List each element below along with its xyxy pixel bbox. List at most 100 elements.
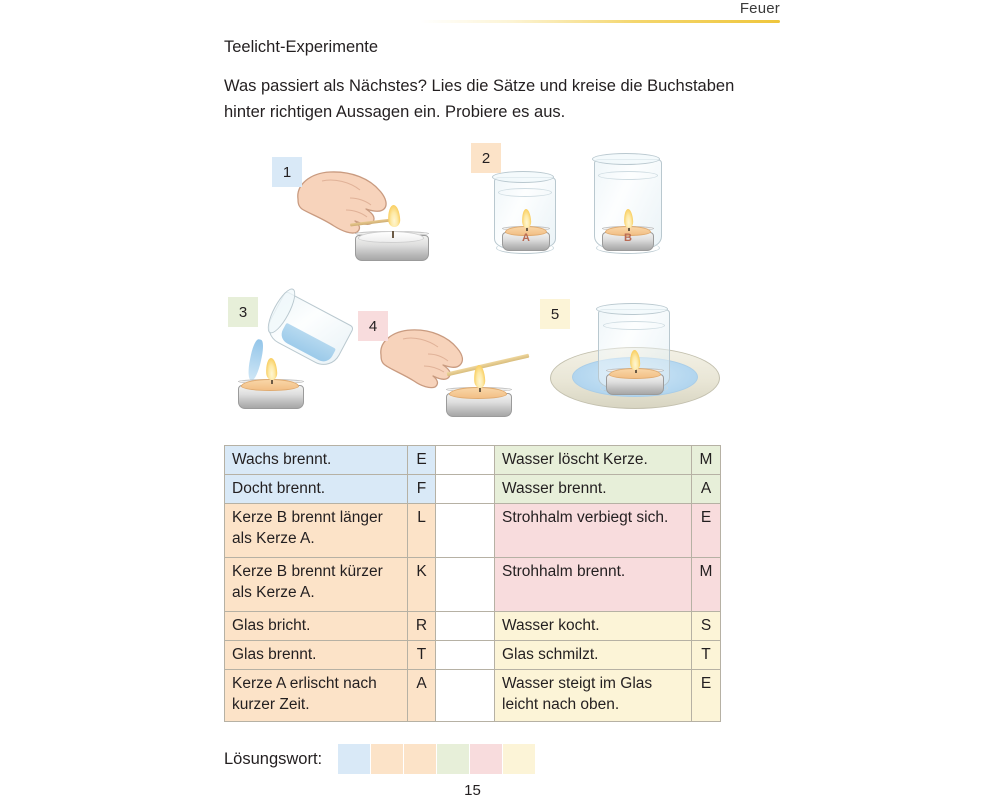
tealight-3-wax (241, 379, 299, 391)
statement-right[interactable]: Strohhalm brennt. (494, 557, 692, 613)
figure-5: 5 (540, 299, 730, 419)
letter-left[interactable]: F (407, 474, 436, 505)
worksheet-title: Teelicht-Experimente (224, 38, 379, 56)
chapter-title: Feuer (739, 0, 780, 17)
figure-5-number: 5 (550, 305, 560, 323)
figure-4-badge: 4 (358, 311, 388, 341)
statement-right[interactable]: Strohhalm verbiegt sich. (494, 503, 692, 559)
tealight-wick (392, 231, 394, 238)
tealight-4-wick (479, 385, 481, 392)
tealight-3 (238, 357, 304, 409)
gap-cell (435, 611, 495, 642)
glass-b-base-ellipse (592, 153, 661, 165)
tealight-a: A (502, 208, 550, 251)
tealight-3-flame (265, 357, 278, 381)
figure-5-badge: 5 (540, 299, 570, 329)
letter-left[interactable]: R (407, 611, 436, 642)
tealight-wax (358, 231, 424, 243)
letter-left[interactable]: K (407, 557, 436, 613)
tealight-b-wick (628, 225, 630, 231)
statement-right[interactable]: Wasser kocht. (494, 611, 692, 642)
solution-box[interactable] (503, 744, 536, 774)
figure-1-number: 1 (282, 163, 292, 181)
letter-left[interactable]: T (407, 640, 436, 671)
statement-left[interactable]: Kerze A erlischt nach kurzer Zeit. (224, 669, 408, 723)
solution-box[interactable] (470, 744, 503, 774)
gap-cell (435, 444, 495, 476)
tealight-5-wick (635, 367, 637, 373)
solution-word-row: Lösungswort: (224, 744, 536, 774)
table-row: Docht brennt. F Wasser brennt. A (224, 474, 721, 505)
glass-a-inner-ellipse (498, 188, 552, 197)
statement-left[interactable]: Kerze B brennt kürzer als Kerze A. (224, 557, 408, 613)
letter-right[interactable]: E (691, 669, 721, 723)
statement-left[interactable]: Glas bricht. (224, 611, 408, 642)
answer-table: Wachs brennt. E Wasser löscht Kerze. M D… (224, 444, 721, 723)
candle-label-a: A (522, 232, 530, 244)
table-row: Glas brennt. T Glas schmilzt. T (224, 640, 721, 671)
figure-2-badge: 2 (471, 143, 501, 173)
tealight-b: B (602, 208, 654, 251)
glass-b-rim-ellipse (596, 242, 660, 254)
letter-right[interactable]: M (691, 444, 721, 476)
solution-word-boxes (338, 744, 536, 774)
figure-3-number: 3 (238, 303, 248, 321)
instruction-text: Was passiert als Nächstes? Lies die Sätz… (224, 77, 735, 121)
letter-right[interactable]: A (691, 474, 721, 505)
figure-2: 2 A (468, 135, 688, 265)
table-row: Glas bricht. R Wasser kocht. S (224, 611, 721, 642)
hand-with-straw-icon (376, 325, 486, 391)
tealight-5 (606, 349, 664, 395)
statement-left[interactable]: Wachs brennt. (224, 444, 408, 476)
figure-4-number: 4 (368, 317, 378, 335)
figure-3: 3 (228, 285, 358, 417)
statement-left[interactable]: Kerze B brennt länger als Kerze A. (224, 503, 408, 559)
page-number: 15 (464, 782, 481, 799)
glass-5-inner-ellipse (603, 321, 665, 330)
gap-cell (435, 557, 495, 613)
tealight-1 (355, 225, 429, 261)
figure-1-badge: 1 (272, 157, 302, 187)
solution-box[interactable] (437, 744, 470, 774)
statement-right[interactable]: Wasser löscht Kerze. (494, 444, 692, 476)
gap-cell (435, 474, 495, 505)
statement-right[interactable]: Wasser steigt im Glas leicht nach oben. (494, 669, 692, 723)
solution-box[interactable] (338, 744, 371, 774)
solution-word-label: Lösungswort: (224, 749, 323, 768)
candle-label-b: B (624, 232, 632, 244)
solution-box[interactable] (404, 744, 437, 774)
tealight-3-wick (271, 377, 273, 384)
statement-right[interactable]: Wasser brennt. (494, 474, 692, 505)
statement-right[interactable]: Glas schmilzt. (494, 640, 692, 671)
gap-cell (435, 503, 495, 559)
statement-left[interactable]: Docht brennt. (224, 474, 408, 505)
figure-1: 1 (270, 135, 450, 261)
figure-3-badge: 3 (228, 297, 258, 327)
glass-a-base-ellipse (492, 171, 555, 183)
gap-cell (435, 669, 495, 723)
glass-5-base-ellipse (596, 303, 669, 315)
letter-right[interactable]: S (691, 611, 721, 642)
statement-left[interactable]: Glas brennt. (224, 640, 408, 671)
table-row: Kerze B brennt kürzer als Kerze A. K Str… (224, 557, 721, 613)
letter-right[interactable]: T (691, 640, 721, 671)
header-rule (420, 20, 780, 23)
figure-2-number: 2 (481, 149, 491, 167)
letter-left[interactable]: A (407, 669, 436, 723)
letter-right[interactable]: E (691, 503, 721, 559)
table-row: Kerze A erlischt nach kurzer Zeit. A Was… (224, 669, 721, 723)
page-header: Feuer (0, 0, 1000, 30)
table-row: Kerze B brennt länger als Kerze A. L Str… (224, 503, 721, 559)
glass-a-rim-ellipse (496, 242, 554, 254)
figure-4: 4 (358, 311, 534, 419)
letter-left[interactable]: L (407, 503, 436, 559)
gap-cell (435, 640, 495, 671)
table-row: Wachs brennt. E Wasser löscht Kerze. M (224, 444, 721, 476)
letter-right[interactable]: M (691, 557, 721, 613)
letter-left[interactable]: E (407, 444, 436, 476)
tealight-4-wax (449, 387, 507, 399)
illustration-area: 1 2 (0, 135, 1000, 425)
tealight-4 (446, 364, 512, 417)
glass-b-inner-ellipse (598, 171, 658, 180)
solution-box[interactable] (371, 744, 404, 774)
